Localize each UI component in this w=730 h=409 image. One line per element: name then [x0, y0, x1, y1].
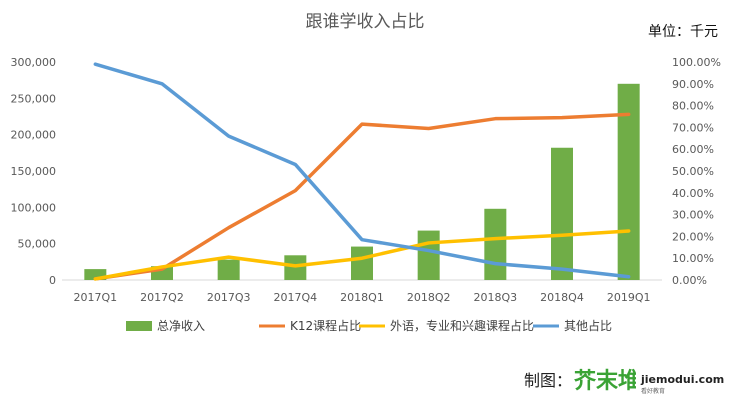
line-series-3: [93, 62, 631, 279]
right-axis-ticks: 0.00% 10.00% 20.00% 30.00% 40.00% 50.00% 60.00…: [672, 56, 721, 287]
left-tick-label: 200,000: [11, 129, 57, 142]
left-tick-label: 150,000: [11, 165, 57, 178]
bar-2018Q4: [551, 147, 573, 280]
left-tick-label: 50,000: [18, 238, 57, 251]
right-tick-label: 20.00%: [672, 230, 714, 243]
right-tick-label: 80.00%: [672, 100, 714, 113]
legend-label: 总净收入: [157, 319, 205, 333]
legend-label: 其他占比: [564, 318, 612, 333]
logo-tagline: 看好教育: [641, 387, 665, 395]
right-tick-label: 100.00%: [672, 56, 721, 69]
right-tick-label: 60.00%: [672, 143, 714, 156]
right-tick-label: 0.00%: [672, 274, 707, 287]
category-label: 2018Q1: [340, 291, 384, 304]
legend-label: K12课程占比: [290, 318, 361, 333]
category-label: 2018Q2: [407, 291, 451, 304]
category-label: 2018Q3: [474, 291, 518, 304]
right-tick-label: 40.00%: [672, 187, 714, 200]
logo-domain: jiemodui.com: [640, 373, 724, 386]
legend: 总净收入 K12课程占比 外语，专业和兴趣课程占比 其他占比: [126, 318, 612, 333]
left-axis-ticks: 0 50,000 100,000 150,000 200,000 250,000 300,0…: [11, 56, 57, 287]
right-tick-label: 30.00%: [672, 209, 714, 222]
right-tick-label: 70.00%: [672, 121, 714, 134]
category-label: 2017Q1: [74, 291, 118, 304]
category-label: 2017Q2: [140, 291, 184, 304]
line-series: [93, 62, 631, 281]
category-label: 2017Q3: [207, 291, 251, 304]
logo-text: 芥末堆: [574, 369, 640, 394]
credit-label: 制图：: [524, 371, 572, 390]
category-label: 2017Q4: [274, 291, 318, 304]
left-tick-label: 0: [49, 274, 56, 287]
bar-2018Q3: [484, 208, 507, 280]
right-tick-label: 10.00%: [672, 252, 714, 265]
left-tick-label: 100,000: [11, 201, 57, 214]
chart-title: 跟谁学收入占比: [306, 12, 425, 32]
category-label: 2019Q1: [607, 291, 651, 304]
legend-label: 外语，专业和兴趣课程占比: [390, 318, 534, 333]
unit-label: 单位：千元: [648, 24, 718, 40]
left-tick-label: 300,000: [11, 56, 57, 69]
category-axis-labels: 2017Q1 2017Q2 2017Q3 2017Q4 2018Q1 2018Q2 2018…: [74, 291, 651, 304]
bar-2018Q2: [417, 230, 440, 280]
bar-2017Q4: [284, 255, 307, 280]
right-tick-label: 50.00%: [672, 165, 714, 178]
left-tick-label: 250,000: [11, 92, 57, 105]
bar-2017Q1: [84, 269, 107, 280]
bar-2017Q3: [217, 259, 240, 280]
logo-backdrop: [636, 370, 708, 392]
bar-series: [84, 83, 640, 280]
right-tick-label: 90.00%: [672, 78, 714, 91]
legend-swatch: [126, 321, 152, 331]
credit: 制图： 芥末堆 jiemodui.com 看好教育: [524, 369, 724, 395]
category-label: 2018Q4: [540, 291, 584, 304]
bar-2018Q1: [351, 246, 373, 280]
